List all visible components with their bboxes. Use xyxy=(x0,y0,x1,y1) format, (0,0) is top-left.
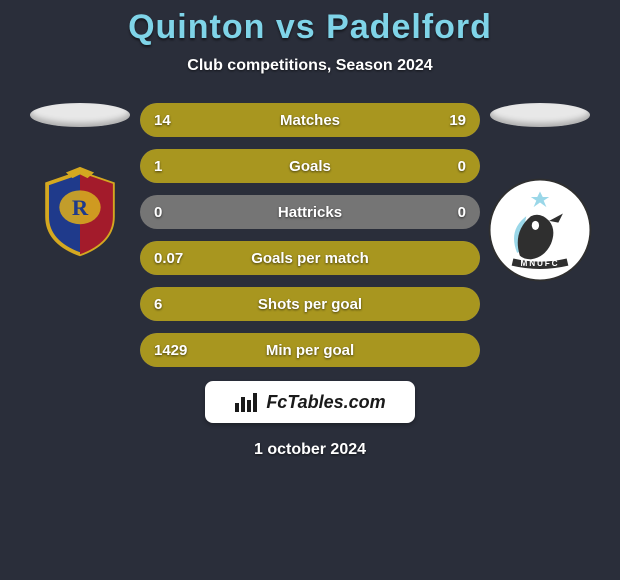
right-column: MNUFC xyxy=(480,103,600,285)
root: Quinton vs Padelford Club competitions, … xyxy=(0,0,620,459)
stat-value-right: 0 xyxy=(458,204,466,221)
stat-bar: 0Hattricks0 xyxy=(140,195,480,229)
svg-text:MNUFC: MNUFC xyxy=(521,259,560,268)
stat-bar: 0.07Goals per match xyxy=(140,241,480,275)
main-row: R 14Matches191Goals00Hattricks00.07Goals… xyxy=(0,103,620,367)
svg-text:R: R xyxy=(72,195,89,220)
stat-bar: 6Shots per goal xyxy=(140,287,480,321)
date: 1 october 2024 xyxy=(254,441,366,459)
player-oval-right xyxy=(490,103,590,127)
left-column: R xyxy=(20,103,140,259)
stat-label: Matches xyxy=(140,112,480,129)
stat-label: Goals xyxy=(140,158,480,175)
stat-value-right: 0 xyxy=(458,158,466,175)
stat-bar: 1Goals0 xyxy=(140,149,480,183)
stat-label: Min per goal xyxy=(140,342,480,359)
stat-label: Goals per match xyxy=(140,250,480,267)
title: Quinton vs Padelford xyxy=(128,8,492,47)
stat-label: Hattricks xyxy=(140,204,480,221)
player-oval-left xyxy=(30,103,130,127)
bars-icon xyxy=(234,391,260,413)
fctables-logo: FcTables.com xyxy=(205,381,415,423)
stats-bars: 14Matches191Goals00Hattricks00.07Goals p… xyxy=(140,103,480,367)
subtitle: Club competitions, Season 2024 xyxy=(187,57,432,75)
team-badge-left: R xyxy=(33,165,127,259)
logo-text: FcTables.com xyxy=(266,392,385,413)
stat-bar: 14Matches19 xyxy=(140,103,480,137)
stat-label: Shots per goal xyxy=(140,296,480,313)
stat-value-right: 19 xyxy=(449,112,466,129)
stat-bar: 1429Min per goal xyxy=(140,333,480,367)
team-badge-right: MNUFC xyxy=(485,175,595,285)
